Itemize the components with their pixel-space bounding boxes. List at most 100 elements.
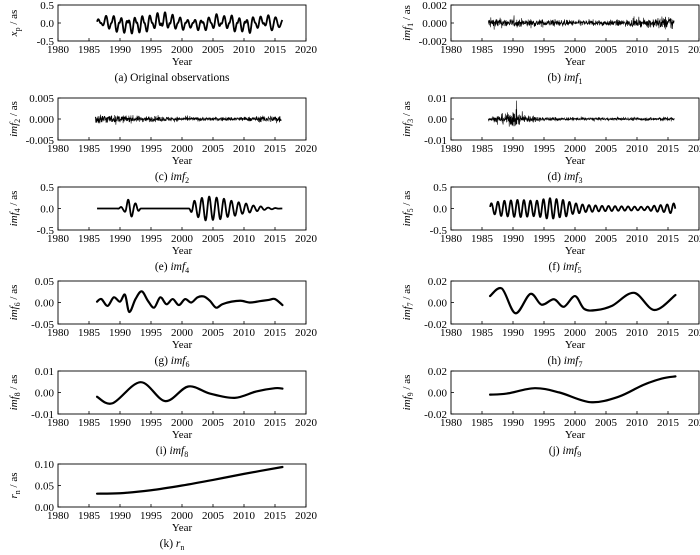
- panel-b: 1980 1985 1990 1995 2000 2005 2010 2015 2020 -0.0…: [401, 0, 700, 86]
- x-tick-label: 1985: [471, 327, 494, 339]
- y-axis-label: imf4 / as: [8, 191, 22, 227]
- x-tick-label: 2010: [233, 233, 256, 245]
- y-tick-label: 0.00: [428, 388, 448, 400]
- panel-d: 1980 1985 1990 1995 2000 2005 2010 2015 2020 -0.0…: [401, 93, 700, 185]
- x-tick-label: 1980: [47, 327, 70, 339]
- panel-caption: (d) imf3: [548, 171, 583, 185]
- x-tick-label: 2010: [626, 44, 649, 56]
- x-tick-label: 2020: [688, 143, 700, 155]
- x-tick-label: 2020: [295, 233, 318, 245]
- x-tick-label: 2000: [564, 143, 587, 155]
- y-tick-label: 0.002: [422, 0, 447, 12]
- y-tick-label: 0.00: [35, 298, 55, 310]
- y-tick-label: 0.5: [40, 0, 54, 12]
- x-axis-label: Year: [172, 339, 193, 351]
- y-tick-label: 0.01: [35, 366, 54, 378]
- x-tick-label: 1995: [140, 327, 163, 339]
- y-tick-label: 0.01: [428, 93, 447, 105]
- x-tick-label: 2005: [202, 143, 225, 155]
- y-tick-label: 0.10: [35, 459, 55, 471]
- x-tick-label: 1995: [533, 327, 556, 339]
- x-axis-label: Year: [172, 429, 193, 441]
- x-axis-label: Year: [565, 429, 586, 441]
- y-tick-label: 0.0: [40, 204, 54, 216]
- y-axis-label: imf8 / as: [8, 375, 22, 411]
- x-axis-label: Year: [565, 155, 586, 167]
- series-line: [96, 11, 284, 35]
- panel-caption: (i) imf8: [156, 445, 188, 459]
- x-tick-label: 1985: [78, 510, 101, 522]
- x-tick-label: 2010: [626, 143, 649, 155]
- x-tick-label: 1995: [140, 233, 163, 245]
- x-tick-label: 1985: [471, 44, 494, 56]
- x-axis-label: Year: [172, 245, 193, 257]
- series-line: [95, 381, 284, 405]
- x-tick-label: 1995: [140, 417, 163, 429]
- y-tick-label: -0.02: [424, 319, 447, 331]
- x-axis-label: Year: [172, 522, 193, 534]
- x-tick-label: 1995: [140, 143, 163, 155]
- plot-frame: [57, 370, 307, 415]
- series-line: [94, 114, 282, 125]
- x-tick-label: 1990: [109, 143, 132, 155]
- x-tick-label: 1990: [502, 327, 525, 339]
- x-tick-label: 2000: [171, 233, 194, 245]
- panel-caption: (c) imf2: [155, 171, 189, 185]
- x-tick-label: 2015: [657, 327, 680, 339]
- y-tick-label: -0.5: [430, 225, 448, 237]
- x-tick-label: 2010: [626, 233, 649, 245]
- series-line: [488, 375, 677, 404]
- panel-caption: (a) Original observations: [115, 72, 230, 84]
- y-tick-label: 0.005: [29, 93, 54, 105]
- x-tick-label: 1985: [78, 417, 101, 429]
- panel-caption: (h) imf7: [548, 355, 583, 369]
- x-tick-label: 2000: [564, 44, 587, 56]
- y-tick-label: 0.02: [428, 366, 447, 378]
- y-axis-label: imf2 / as: [8, 101, 22, 137]
- x-tick-label: 1995: [533, 143, 556, 155]
- x-tick-label: 1990: [502, 44, 525, 56]
- x-tick-label: 1985: [78, 233, 101, 245]
- plot-frame: [450, 280, 700, 325]
- x-tick-label: 2000: [564, 327, 587, 339]
- x-axis-label: Year: [172, 155, 193, 167]
- panel-c: 1980 1985 1990 1995 2000 2005 2010 2015 2020 -0.0…: [8, 93, 318, 185]
- y-tick-label: -0.02: [424, 409, 447, 421]
- x-tick-label: 1985: [471, 233, 494, 245]
- x-tick-label: 2015: [264, 143, 287, 155]
- y-tick-label: 0.00: [428, 114, 448, 126]
- x-tick-label: 2020: [295, 143, 318, 155]
- x-tick-label: 2015: [264, 510, 287, 522]
- y-axis-label: xp / as: [8, 10, 22, 38]
- x-tick-label: 2010: [233, 327, 256, 339]
- x-tick-label: 1980: [47, 417, 70, 429]
- y-tick-label: -0.005: [26, 135, 55, 147]
- series-line: [96, 195, 283, 222]
- x-tick-label: 2000: [564, 233, 587, 245]
- y-axis-label: imf5 / as: [401, 191, 415, 227]
- panel-e: 1980 1985 1990 1995 2000 2005 2010 2015 2020 -0.5…: [8, 182, 318, 275]
- series-line: [488, 286, 677, 315]
- x-tick-label: 2015: [657, 233, 680, 245]
- x-tick-label: 2005: [202, 510, 225, 522]
- x-tick-label: 2015: [657, 143, 680, 155]
- y-tick-label: 0.000: [422, 18, 447, 30]
- x-tick-label: 1980: [440, 417, 463, 429]
- y-tick-label: 0.0: [40, 18, 54, 30]
- x-tick-label: 2020: [295, 327, 318, 339]
- x-tick-label: 1985: [78, 327, 101, 339]
- y-axis-label: imf9 / as: [401, 375, 415, 411]
- x-tick-label: 2020: [295, 417, 318, 429]
- x-axis-label: Year: [565, 245, 586, 257]
- panel-i: 1980 1985 1990 1995 2000 2005 2010 2015 2020 -0.0…: [8, 366, 318, 459]
- y-axis-label: imf3 / as: [401, 101, 415, 137]
- y-tick-label: 0.05: [35, 276, 55, 288]
- y-tick-label: -0.05: [31, 319, 54, 331]
- x-axis-label: Year: [172, 56, 193, 68]
- x-tick-label: 2015: [264, 327, 287, 339]
- panel-caption: (b) imf1: [548, 72, 583, 86]
- panel-g: 1980 1985 1990 1995 2000 2005 2010 2015 2020 -0.0…: [8, 276, 318, 369]
- x-tick-label: 1980: [440, 143, 463, 155]
- x-tick-label: 1985: [78, 44, 101, 56]
